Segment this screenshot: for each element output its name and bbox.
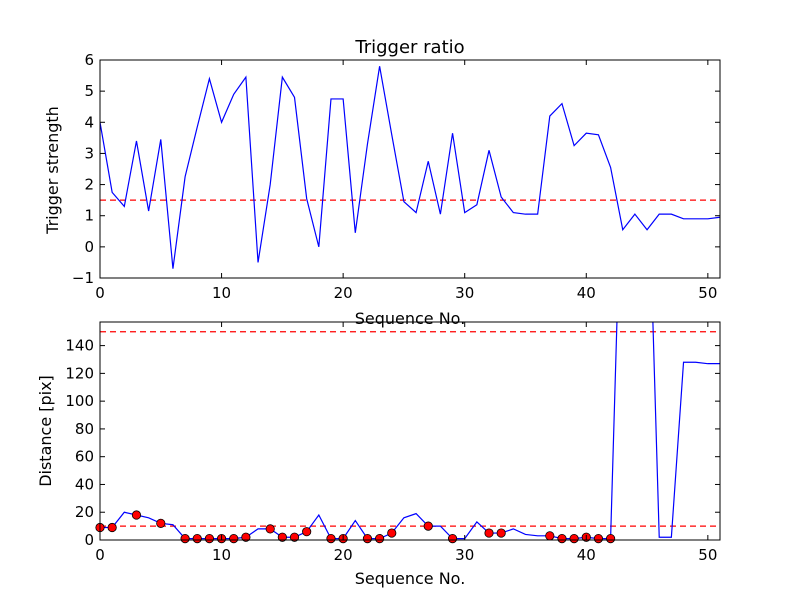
top-y-tick-label: 2 [84,176,94,194]
bottom-marker-23 [545,531,555,541]
bottom-plot: 0 10 20 30 40 50 0 20 40 60 80 100 120 140 [65,321,721,564]
bottom-y-tick-label: 80 [75,420,94,438]
bottom-marker-6 [204,534,215,544]
top-x-tick-label: 50 [698,284,717,302]
bottom-x-axis-label: Sequence No. [355,569,466,588]
bottom-marker-20 [447,534,458,544]
top-x-tick-label: 30 [455,284,474,302]
bottom-y-tick-label: 20 [75,503,94,521]
bottom-series-line [100,322,720,540]
bottom-x-tick-label: 20 [334,546,353,564]
bottom-marker-2 [131,510,142,520]
bottom-marker-21 [484,528,494,538]
top-axes-frame [99,59,721,279]
chart-title: Trigger ratio [354,37,464,58]
top-x-tick-label: 10 [212,284,231,302]
bottom-x-tick-label: 0 [95,546,105,564]
top-y-tick-label: 1 [84,207,94,225]
bottom-marker-19 [423,521,433,531]
bottom-marker-16 [362,534,373,544]
bottom-marker-14 [326,534,336,544]
bottom-marker-4 [180,534,190,544]
bottom-x-tick-label: 30 [455,546,474,564]
top-x-tick-label: 0 [95,284,105,302]
top-x-tick-label: 40 [577,284,596,302]
top-x-tick-label: 20 [334,284,353,302]
bottom-y-tick-label: 100 [65,392,94,410]
bottom-y-tick-label: 120 [65,364,94,382]
top-series-line [100,66,720,269]
bottom-marker-13 [302,527,312,537]
top-y-tick-label: 5 [84,82,94,100]
bottom-y-axis-label: Distance [pix] [36,375,55,487]
bottom-marker-24 [557,534,567,544]
top-y-tick-label: 0 [84,238,94,256]
bottom-marker-12 [289,532,300,542]
bottom-y-tick-label: 60 [75,448,94,466]
top-y-axis-label: Trigger strength [43,106,62,235]
bottom-marker-3 [156,518,166,528]
top-y-tick-label: 3 [84,144,94,162]
top-y-tick-label: −1 [72,269,94,287]
bottom-marker-5 [192,534,202,544]
bottom-y-tick-label: 140 [65,337,94,355]
bottom-marker-9 [241,532,251,542]
bottom-marker-27 [593,534,604,544]
bottom-marker-11 [277,532,287,542]
bottom-marker-1 [107,522,117,533]
bottom-y-tick-label: 0 [84,531,94,549]
bottom-marker-10 [265,524,275,534]
bottom-y-tick-label: 40 [75,475,94,493]
bottom-marker-18 [387,528,397,538]
bottom-axes-frame [99,321,721,541]
bottom-x-tick-label: 40 [577,546,596,564]
bottom-marker-17 [375,534,385,544]
bottom-marker-28 [605,534,616,544]
bottom-marker-25 [569,534,579,544]
bottom-marker-22 [496,528,506,538]
bottom-x-tick-label: 10 [212,546,231,564]
top-x-axis-label: Sequence No. [355,309,466,328]
top-y-tick-label: 4 [84,113,94,131]
bottom-x-tick-label: 50 [698,546,717,564]
bottom-marker-8 [229,534,239,544]
top-y-tick-label: 6 [84,51,94,69]
